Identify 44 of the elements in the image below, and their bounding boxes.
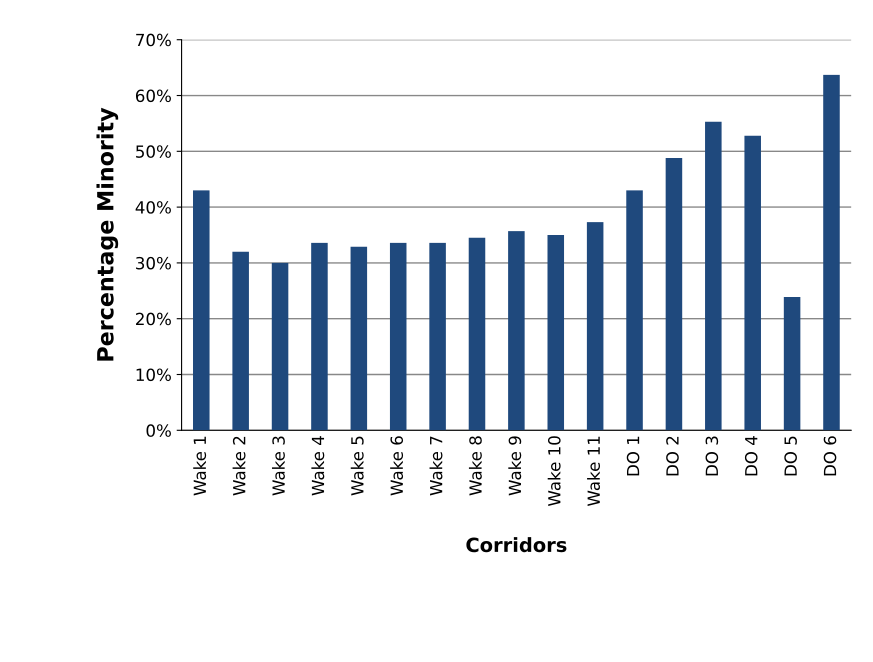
bar	[823, 74, 840, 430]
bar	[232, 252, 249, 430]
x-tick-label: Wake 6	[390, 436, 404, 496]
x-axis-title: Corridors	[466, 537, 566, 552]
x-tick-label: DO 5	[784, 436, 797, 476]
x-tick-label: Wake 9	[508, 436, 522, 496]
bar	[784, 296, 800, 430]
x-tick-label: DO 3	[706, 436, 718, 476]
bar	[626, 190, 643, 430]
x-tick-label: Wake 4	[311, 436, 324, 496]
x-tick-label: Wake 8	[468, 436, 482, 496]
x-tick-label: Wake 11	[587, 436, 600, 506]
x-tick-label: Wake 10	[548, 436, 561, 506]
y-tick-label: 30%	[136, 256, 171, 270]
y-tick-label: 40%	[136, 201, 171, 214]
bar	[586, 222, 604, 430]
x-tick-label: DO 2	[666, 436, 679, 476]
bar	[311, 242, 328, 430]
y-tick-label: 50%	[136, 145, 171, 158]
y-tick-label: 10%	[136, 368, 171, 382]
bar	[744, 136, 761, 430]
x-tick-label: Wake 5	[350, 436, 364, 496]
bar	[193, 190, 210, 430]
y-tick-label: 0%	[146, 424, 171, 437]
bar	[666, 158, 682, 430]
x-tick-label: Wake 1	[193, 436, 206, 496]
bar	[508, 231, 525, 430]
bar	[468, 238, 486, 430]
x-tick-label: Wake 3	[272, 436, 285, 496]
bar	[429, 242, 446, 430]
y-tick-label: 20%	[136, 312, 171, 326]
x-tick-label: Wake 2	[232, 436, 246, 496]
bar	[350, 246, 368, 430]
bar	[390, 242, 406, 430]
y-axis-title: Percentage Minority	[96, 108, 118, 361]
x-tick-label: DO 4	[744, 436, 758, 476]
x-tick-label: DO 6	[824, 436, 836, 476]
x-tick-label: Wake 7	[430, 436, 442, 496]
bar	[272, 262, 288, 430]
bar	[547, 235, 564, 430]
bar	[705, 122, 722, 430]
x-tick-label: DO 1	[626, 436, 640, 476]
y-tick-label: 60%	[136, 89, 171, 102]
y-tick-label: 70%	[136, 34, 171, 46]
